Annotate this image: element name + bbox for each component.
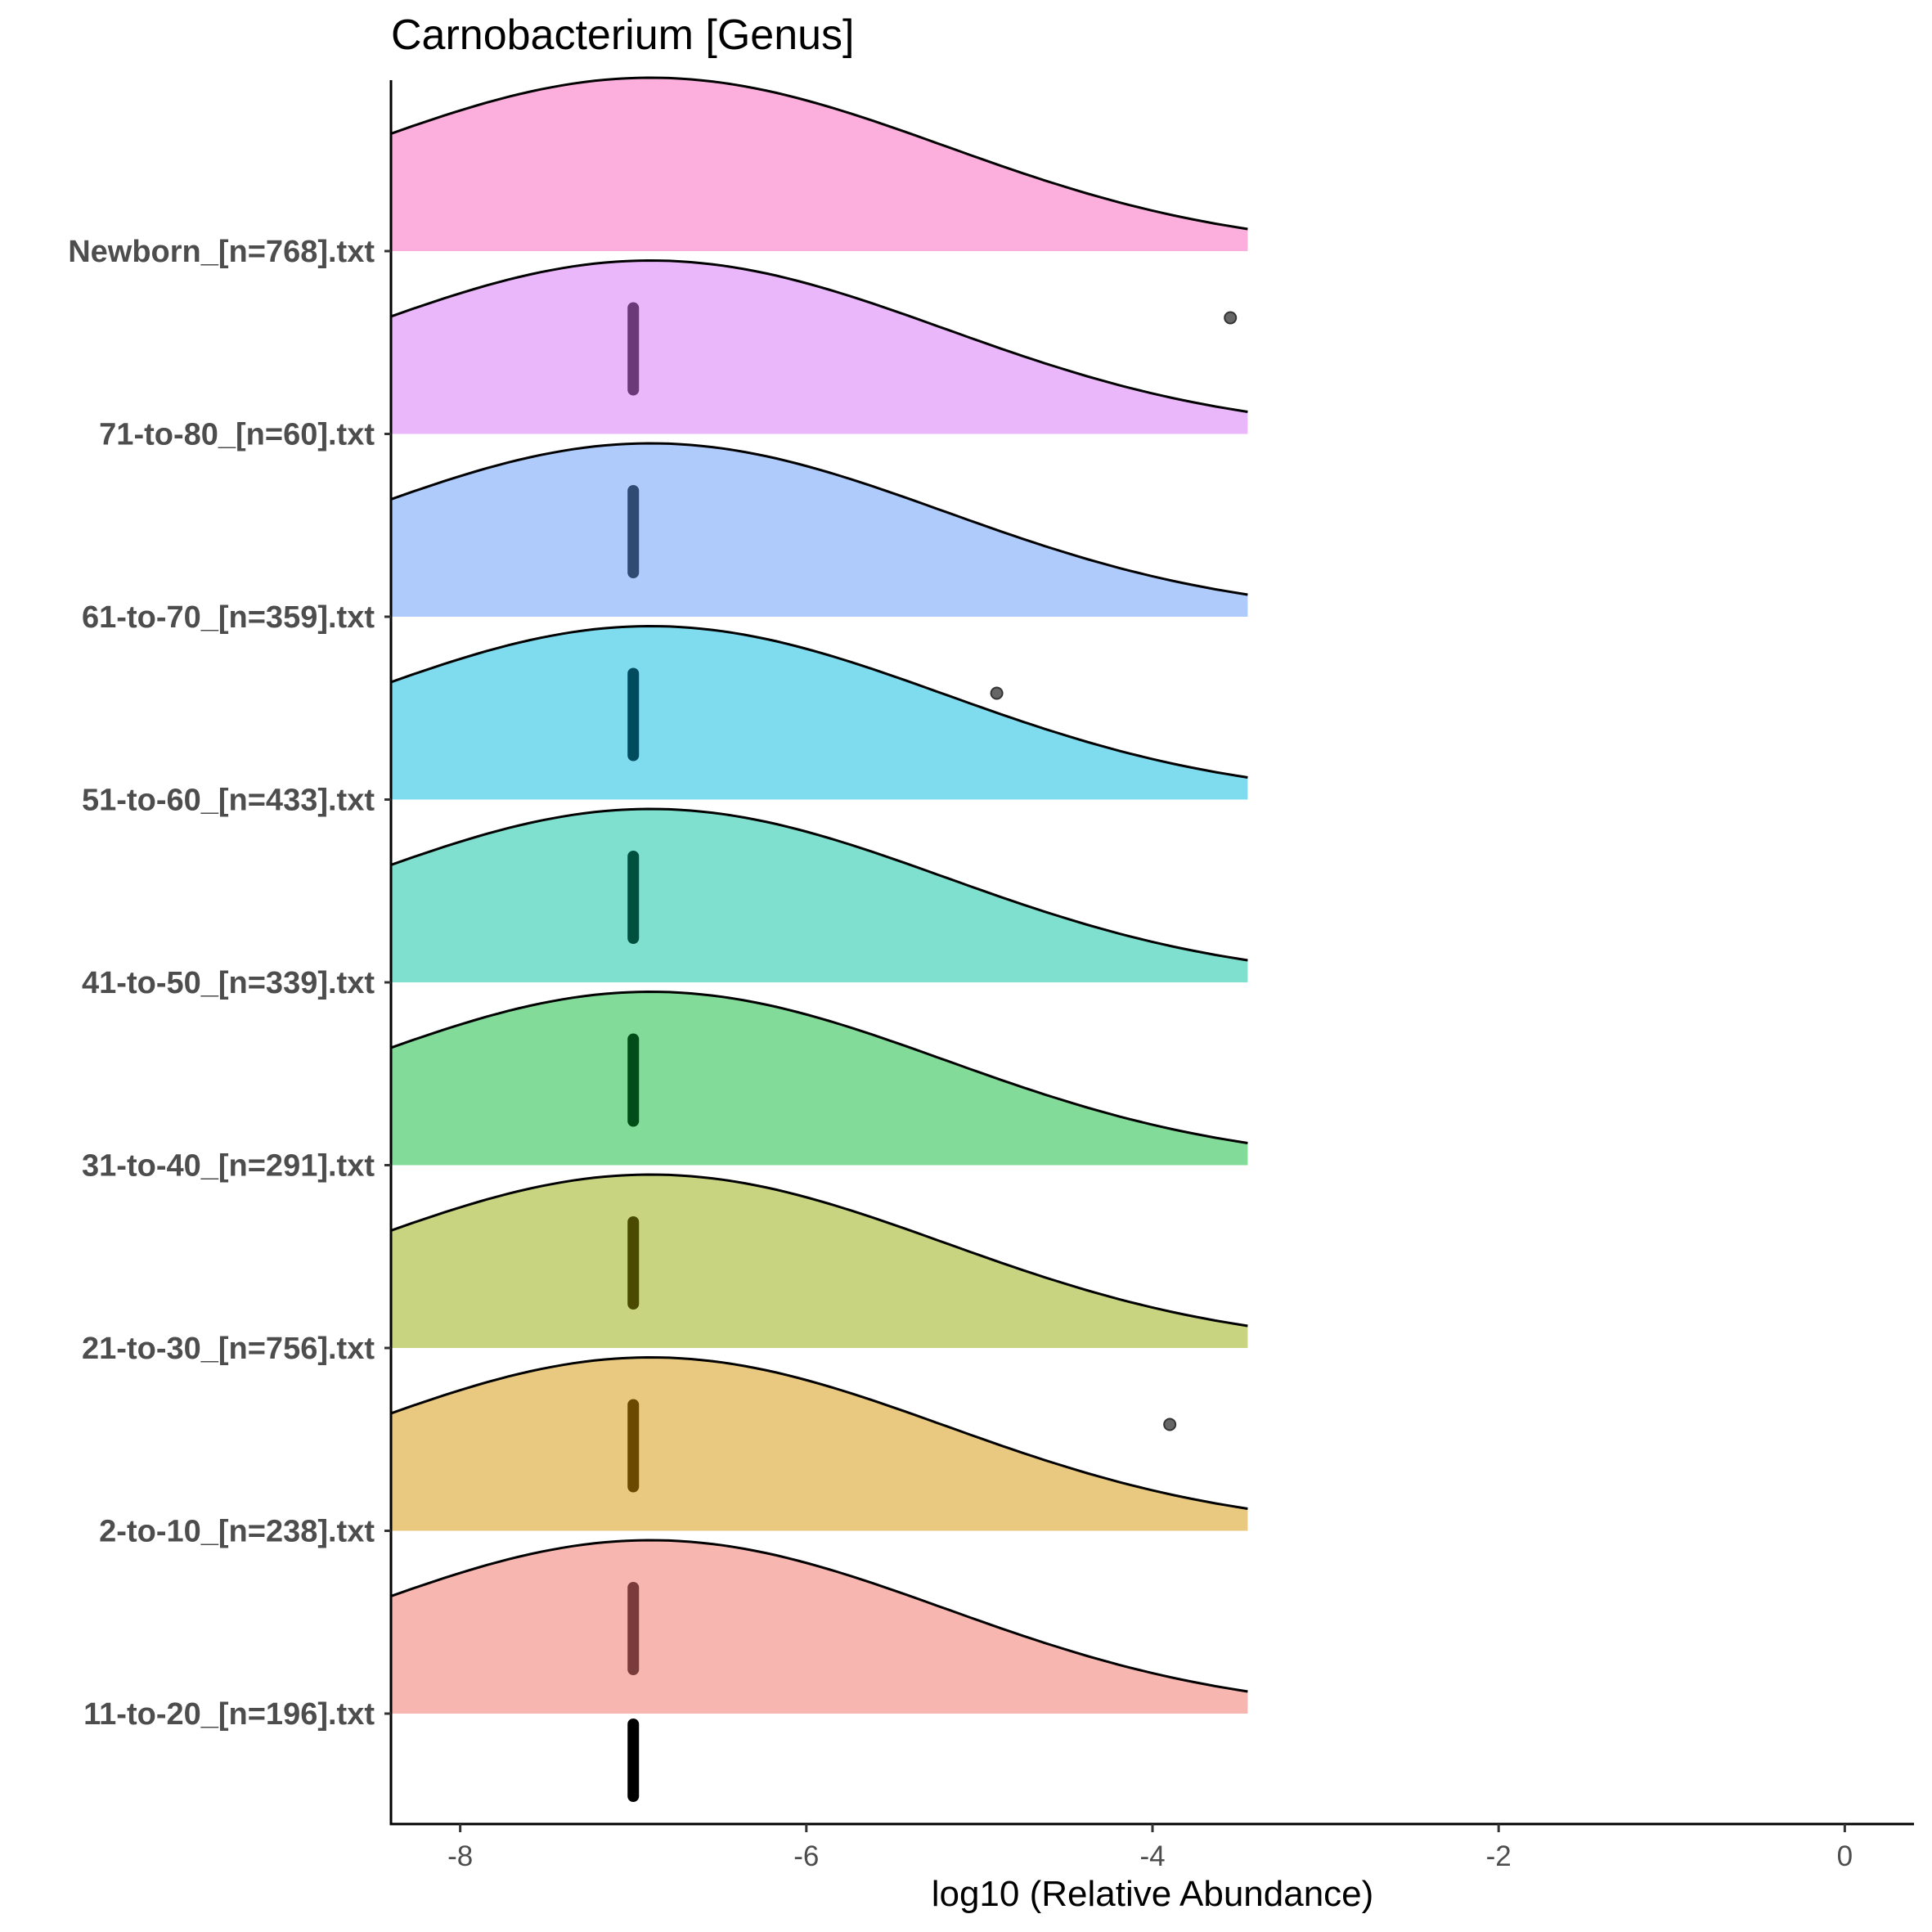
ridge-fill bbox=[391, 260, 1248, 434]
ridge-outline bbox=[390, 1539, 1248, 1693]
points-group bbox=[627, 302, 1238, 1802]
ridge-5 bbox=[390, 624, 1248, 800]
x-axis-label: log10 (Relative Abundance) bbox=[932, 1874, 1374, 1914]
x-tick-label: 0 bbox=[1837, 1840, 1853, 1872]
y-tick-group: Newborn_[n=768].txt 71-to-80_[n=60].txt 61… bbox=[68, 235, 391, 1732]
y-tick-label: 11-to-20_[n=196].txt bbox=[83, 1697, 375, 1732]
ridge-fill bbox=[391, 991, 1248, 1166]
outlier-point bbox=[990, 686, 1004, 700]
ridge-fill bbox=[391, 1175, 1248, 1348]
ridge-outline bbox=[390, 624, 1248, 779]
y-tick-label: 41-to-50_[n=339].txt bbox=[82, 966, 375, 1000]
chart-title: Carnobacterium [Genus] bbox=[391, 11, 855, 59]
ridge-outline bbox=[390, 1355, 1248, 1510]
ridge-3 bbox=[390, 990, 1248, 1166]
ridge-outline bbox=[390, 1173, 1248, 1328]
ridge-outline bbox=[390, 990, 1248, 1144]
ridge-fill bbox=[391, 443, 1248, 617]
ridge-7 bbox=[390, 258, 1248, 434]
outlier-point bbox=[1224, 311, 1238, 325]
ridge-0 bbox=[390, 1539, 1248, 1714]
ridge-4 bbox=[390, 807, 1248, 982]
y-tick-label: 21-to-30_[n=756].txt bbox=[82, 1332, 375, 1366]
y-tick-label: Newborn_[n=768].txt bbox=[68, 235, 375, 269]
x-tick-label: -8 bbox=[447, 1840, 473, 1872]
ridge-fill bbox=[391, 626, 1248, 800]
ridge-outline bbox=[390, 76, 1248, 231]
ridge-8 bbox=[390, 76, 1248, 251]
y-tick-label: 2-to-10_[n=238].txt bbox=[99, 1515, 375, 1549]
ridge-fill bbox=[391, 809, 1248, 982]
y-tick-label: 61-to-70_[n=359].txt bbox=[82, 600, 375, 635]
x-tick-label: -6 bbox=[793, 1840, 819, 1872]
ridge-2 bbox=[390, 1173, 1248, 1348]
ridge-outline bbox=[390, 442, 1248, 596]
ridge-fill bbox=[391, 1540, 1248, 1714]
y-tick-label: 51-to-60_[n=433].txt bbox=[82, 784, 375, 818]
ridge-fill bbox=[391, 1357, 1248, 1531]
ridge-1 bbox=[390, 1355, 1248, 1531]
x-tick-label: -4 bbox=[1139, 1840, 1165, 1872]
ridge-fill bbox=[391, 78, 1248, 251]
y-tick-label: 31-to-40_[n=291].txt bbox=[82, 1149, 375, 1184]
x-tick-group: -8 -6 -4 -2 0 bbox=[447, 1824, 1853, 1872]
ridge-outline bbox=[390, 807, 1248, 962]
ridges-group bbox=[390, 76, 1248, 1714]
x-tick-label: -2 bbox=[1486, 1840, 1512, 1872]
ridge-outline bbox=[390, 258, 1248, 413]
y-tick-label: 71-to-80_[n=60].txt bbox=[99, 418, 375, 452]
ridge-6 bbox=[390, 442, 1248, 617]
outlier-point bbox=[1163, 1418, 1177, 1431]
